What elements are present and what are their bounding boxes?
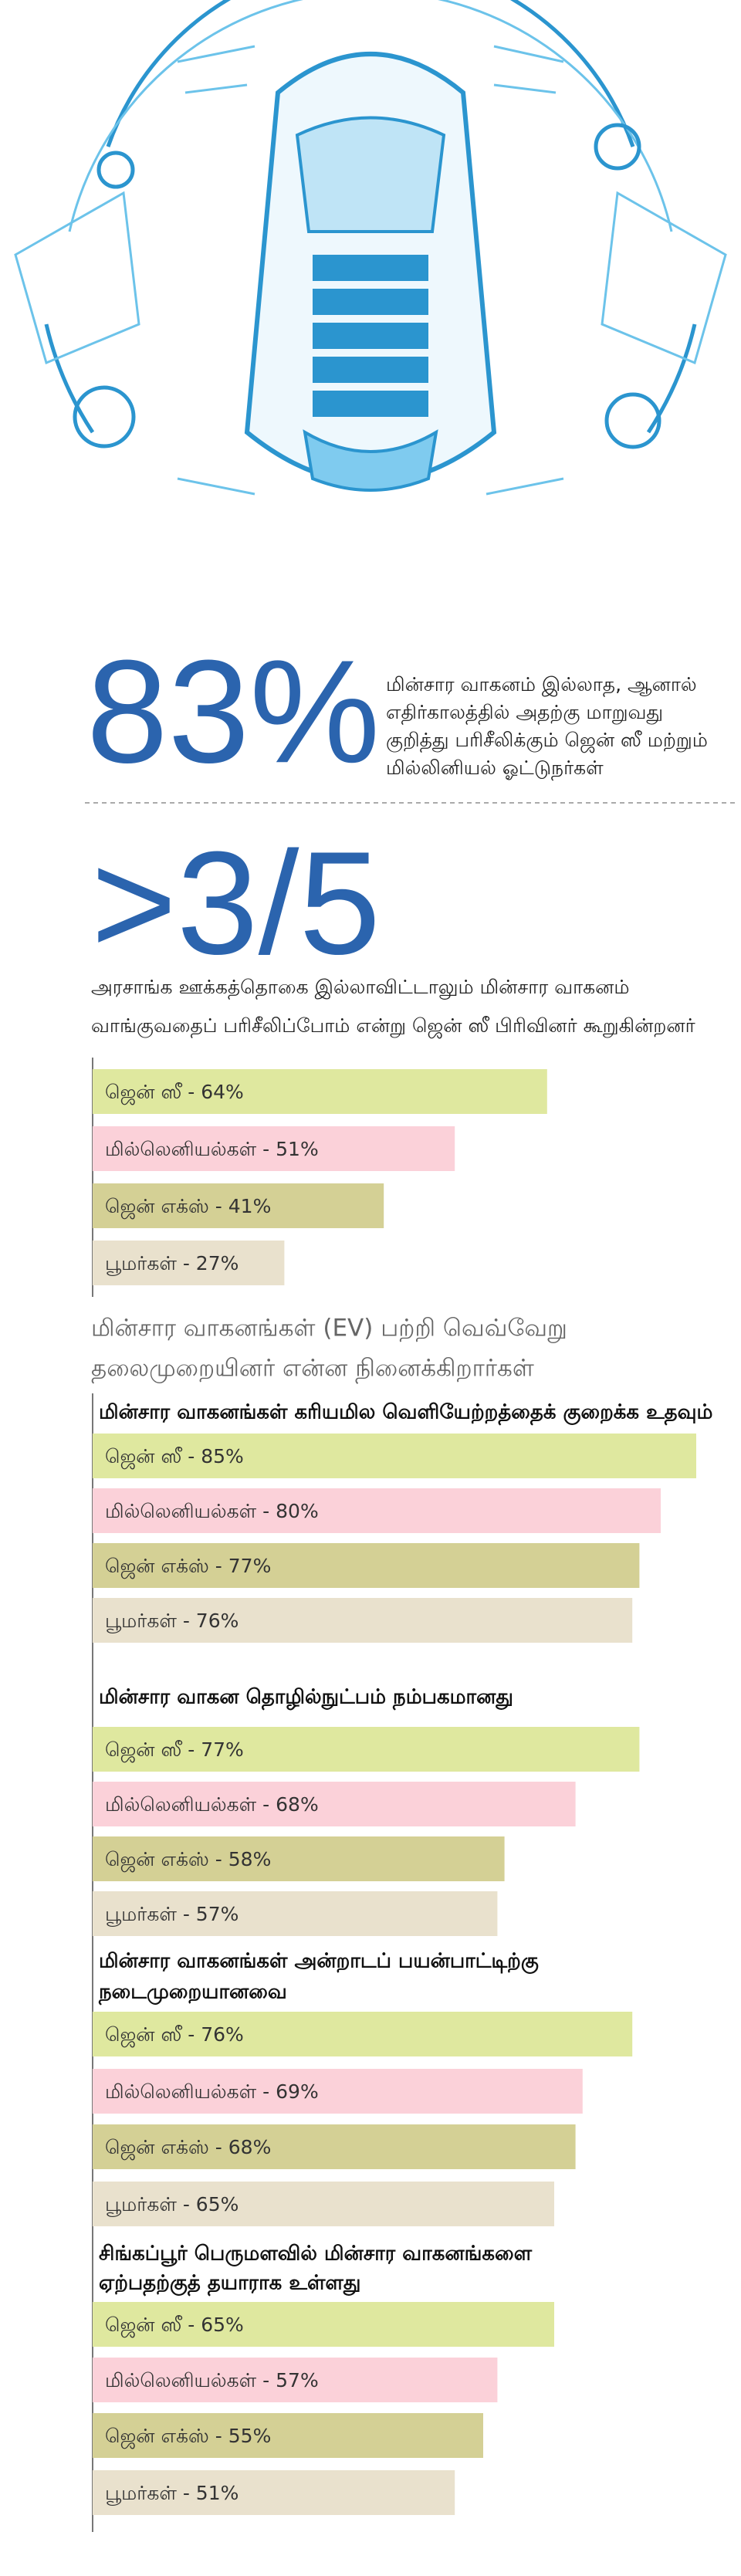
chart-title: மின்சார வாகனங்கள் கரியமில வெளியேற்றத்தைக… bbox=[99, 1401, 712, 1426]
bar bbox=[93, 1126, 455, 1171]
bar bbox=[93, 1598, 633, 1643]
bar-label: ஜென் எக்ஸ் - 77% bbox=[105, 1555, 271, 1579]
bar-label: பூமர்கள் - 76% bbox=[105, 1610, 239, 1633]
bar bbox=[93, 1782, 576, 1826]
bar bbox=[93, 2470, 455, 2515]
bar bbox=[93, 2413, 483, 2458]
stat-text: அரசாங்க ஊக்கத்தொகை இல்லாவிட்டாலும் மின்ச… bbox=[91, 976, 630, 1000]
chart-title: சிங்கப்பூர் பெருமளவில் மின்சார வாகனங்களை bbox=[99, 2243, 533, 2267]
bar-label: ஜென் எக்ஸ் - 68% bbox=[105, 2136, 271, 2160]
chart-title: மின்சார வாகனங்கள் அன்றாடப் பயன்பாட்டிற்க… bbox=[99, 1950, 539, 1975]
bar-label: பூமர்கள் - 27% bbox=[105, 1252, 239, 1276]
bar-label: ஜென் ஸீ - 64% bbox=[105, 1081, 244, 1105]
stat-text: மின்சார வாகனம் இல்லாத, ஆனால் bbox=[386, 673, 697, 697]
bar bbox=[93, 2358, 498, 2402]
section-title: மின்சார வாகனங்கள் (EV) பற்றி வெவ்வேறு bbox=[91, 1315, 567, 1343]
stat-value: >3/5 bbox=[91, 821, 381, 985]
stat-text: குறித்து பரிசீலிக்கும் ஜென் ஸீ மற்றும் bbox=[386, 729, 708, 753]
bar-label: பூமர்கள் - 65% bbox=[105, 2193, 239, 2217]
stat-text: மில்லினியல் ஓட்டுநர்கள் bbox=[386, 757, 604, 780]
illustration bbox=[14, 0, 727, 496]
stat-text: வாங்குவதைப் பரிசீலிப்போம் என்று ஜென் ஸீ … bbox=[91, 1014, 695, 1038]
chart-title: நடைமுறையானவை bbox=[98, 1981, 287, 2006]
bar bbox=[93, 1183, 384, 1228]
bar-label: பூமர்கள் - 57% bbox=[105, 1903, 239, 1927]
bar-label: ஜென் ஸீ - 65% bbox=[105, 2314, 244, 2337]
stat-text: எதிர்காலத்தில் அதற்கு மாறுவது bbox=[386, 701, 663, 725]
bar bbox=[93, 1434, 696, 1478]
bar bbox=[93, 2182, 554, 2226]
section-title: தலைமுறையினர் என்ன நினைக்கிறார்கள் bbox=[91, 1355, 534, 1385]
bar bbox=[93, 1543, 640, 1588]
bar bbox=[93, 2124, 576, 2169]
bar-label: மில்லெனியல்கள் - 69% bbox=[105, 2080, 319, 2103]
bar bbox=[93, 2012, 633, 2056]
bar-label: மில்லெனியல்கள் - 80% bbox=[105, 1500, 319, 1522]
bar bbox=[93, 1836, 505, 1881]
bar bbox=[93, 1069, 547, 1114]
chart-title: மின்சார வாகன தொழில்நுட்பம் நம்பகமானது bbox=[99, 1686, 513, 1711]
bar-label: மில்லெனியல்கள் - 57% bbox=[105, 2369, 319, 2392]
bar-label: ஜென் ஸீ - 76% bbox=[105, 2023, 244, 2047]
bar bbox=[93, 2069, 583, 2114]
bar bbox=[93, 1488, 661, 1533]
bar-label: பூமர்கள் - 51% bbox=[105, 2482, 239, 2506]
bar bbox=[93, 2302, 554, 2347]
bar bbox=[93, 1241, 285, 1285]
stat-value: 83% bbox=[86, 630, 380, 794]
bar bbox=[93, 1891, 498, 1936]
chart-title: ஏற்பதற்குத் தயாராக உள்ளது bbox=[99, 2272, 360, 2297]
bar-label: ஜென் ஸீ - 77% bbox=[105, 1738, 244, 1762]
bar bbox=[93, 1727, 640, 1772]
bar-label: ஜென் எக்ஸ் - 55% bbox=[105, 2425, 271, 2449]
bar-label: ஜென் எக்ஸ் - 58% bbox=[105, 1848, 271, 1872]
bar-label: மில்லெனியல்கள் - 68% bbox=[105, 1793, 319, 1816]
bar-label: மில்லெனியல்கள் - 51% bbox=[105, 1138, 319, 1160]
bar-label: ஜென் எக்ஸ் - 41% bbox=[105, 1195, 271, 1219]
bar-label: ஜென் ஸீ - 85% bbox=[105, 1445, 244, 1469]
